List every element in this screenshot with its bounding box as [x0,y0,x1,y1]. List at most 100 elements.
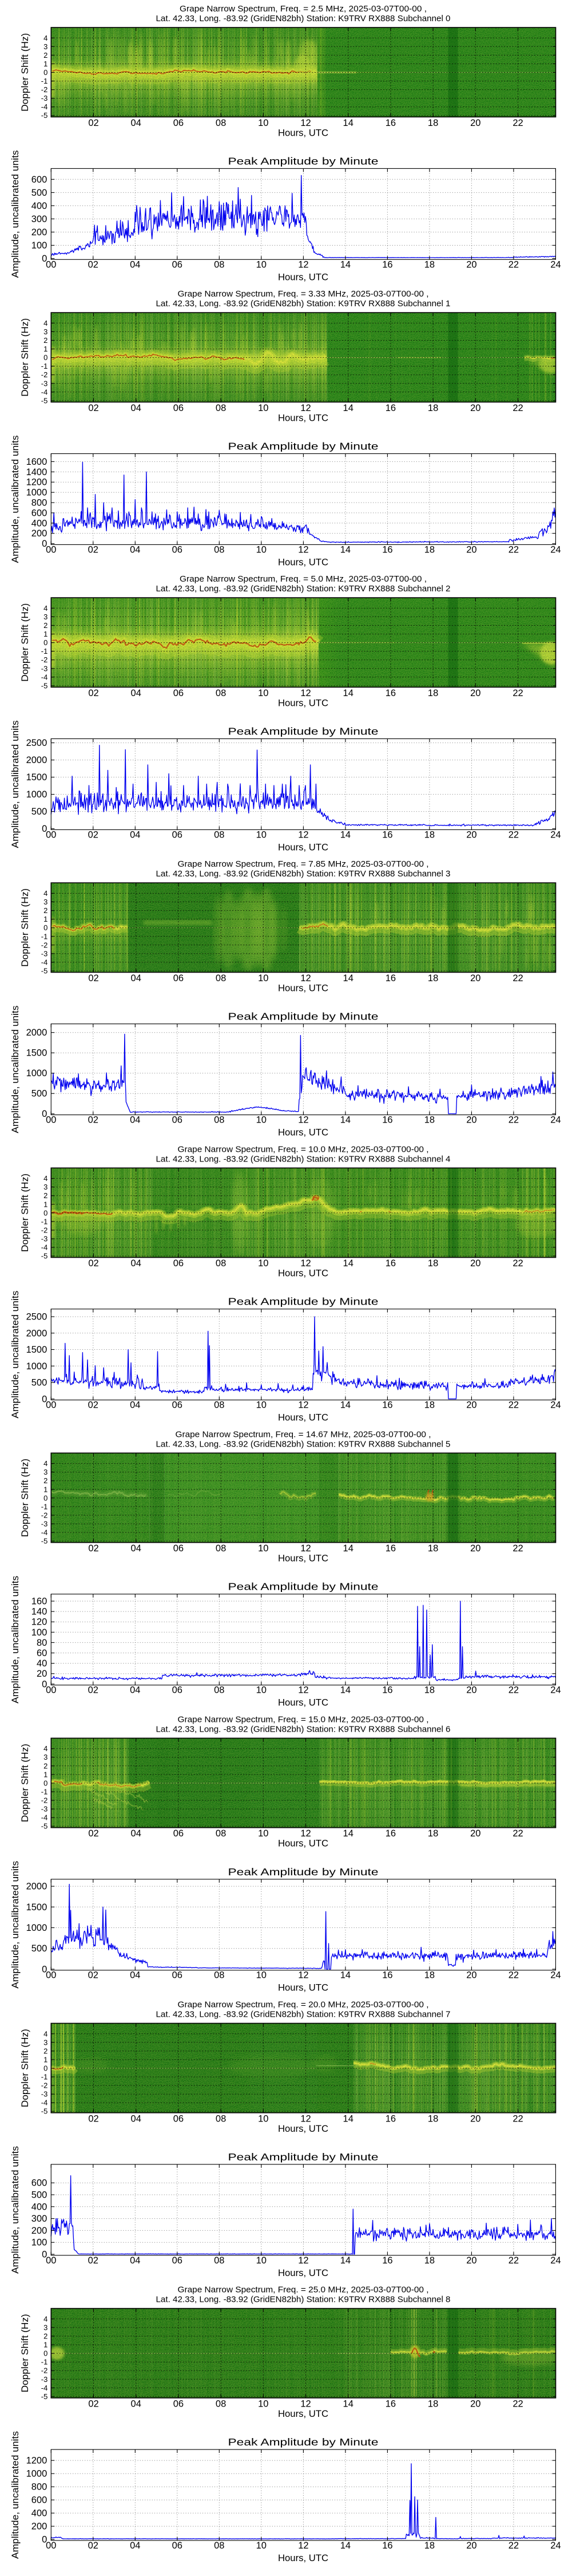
svg-text:1500: 1500 [26,1345,47,1355]
svg-text:16: 16 [382,2541,392,2551]
svg-text:Doppler Shift (Hz): Doppler Shift (Hz) [20,1744,30,1822]
svg-text:1: 1 [43,1200,47,1208]
svg-text:1200: 1200 [26,2456,47,2466]
svg-text:300: 300 [31,214,47,224]
svg-text:0: 0 [42,1679,47,1689]
svg-text:02: 02 [88,829,98,840]
svg-text:24: 24 [550,1685,561,1696]
svg-text:-2: -2 [41,941,48,949]
svg-text:18: 18 [428,1543,438,1554]
svg-text:16: 16 [386,1828,396,1839]
svg-text:Grape Narrow Spectrum, Freq. =: Grape Narrow Spectrum, Freq. = 25.0 MHz,… [178,2286,429,2295]
svg-text:1: 1 [43,1485,47,1494]
svg-text:14: 14 [343,973,353,983]
svg-text:12: 12 [298,544,308,555]
svg-text:Hours, UTC: Hours, UTC [278,2409,328,2419]
svg-text:08: 08 [214,1400,224,1411]
svg-text:22: 22 [509,259,519,270]
svg-text:10: 10 [258,973,268,983]
svg-text:3: 3 [43,1753,47,1761]
svg-text:12: 12 [298,1400,308,1411]
svg-text:600: 600 [31,175,47,185]
svg-text:12: 12 [300,973,311,983]
svg-text:Amplitude, uncalibrated units: Amplitude, uncalibrated units [10,721,21,848]
svg-text:10: 10 [256,1685,267,1696]
svg-text:24: 24 [550,544,561,555]
svg-text:08: 08 [216,2399,226,2409]
svg-text:-4: -4 [41,1243,48,1252]
svg-text:0: 0 [42,2535,47,2545]
svg-text:00: 00 [46,829,56,840]
svg-text:06: 06 [172,544,182,555]
svg-text:12: 12 [300,403,311,413]
svg-text:2000: 2000 [26,1028,47,1038]
svg-text:1000: 1000 [26,2469,47,2479]
svg-text:20: 20 [37,1669,47,1679]
svg-text:12: 12 [298,2541,308,2551]
svg-text:-5: -5 [41,681,48,690]
svg-text:600: 600 [31,2178,47,2188]
svg-text:06: 06 [172,2255,182,2266]
svg-text:500: 500 [31,188,47,198]
svg-text:00: 00 [46,1400,56,1411]
svg-text:0: 0 [43,1208,47,1217]
svg-text:24: 24 [550,1970,561,1981]
svg-text:4: 4 [43,604,47,613]
svg-text:08: 08 [214,259,224,270]
svg-text:-2: -2 [41,370,48,379]
svg-text:2000: 2000 [26,1882,47,1892]
svg-text:08: 08 [216,403,226,413]
svg-text:500: 500 [31,2190,47,2200]
svg-text:Amplitude, uncalibrated units: Amplitude, uncalibrated units [10,1861,21,1989]
svg-text:Amplitude, uncalibrated units: Amplitude, uncalibrated units [10,2431,21,2559]
svg-text:02: 02 [88,973,98,983]
svg-text:02: 02 [88,2399,98,2409]
svg-text:14: 14 [343,1543,353,1554]
svg-text:Lat. 42.33, Long. -83.92 (Gri: Lat. 42.33, Long. -83.92 (GridEN82bh) St… [156,1440,451,1449]
svg-text:02: 02 [88,2255,98,2266]
svg-text:14: 14 [340,2541,351,2551]
svg-text:0: 0 [42,1394,47,1404]
svg-text:Peak Amplitude by Minute: Peak Amplitude by Minute [228,726,379,737]
svg-text:2: 2 [43,2046,47,2055]
svg-text:60: 60 [37,1648,47,1658]
svg-text:20: 20 [466,1115,476,1125]
svg-text:-2: -2 [41,1511,48,1519]
svg-text:Hours, UTC: Hours, UTC [278,1698,328,1708]
svg-text:14: 14 [343,1828,353,1839]
svg-text:Grape Narrow Spectrum, Freq. =: Grape Narrow Spectrum, Freq. = 15.0 MHz,… [178,1715,429,1724]
svg-text:200: 200 [31,227,47,238]
svg-text:-1: -1 [41,1217,48,1226]
svg-text:Lat. 42.33, Long. -83.92 (Gri: Lat. 42.33, Long. -83.92 (GridEN82bh) St… [156,2296,451,2305]
svg-text:22: 22 [509,2541,519,2551]
svg-text:24: 24 [550,1115,561,1125]
svg-text:3: 3 [43,613,47,621]
svg-text:-1: -1 [41,1502,48,1511]
svg-text:Lat. 42.33, Long. -83.92 (Gri: Lat. 42.33, Long. -83.92 (GridEN82bh) St… [156,2010,451,2020]
svg-text:04: 04 [130,1115,140,1125]
svg-text:20: 20 [470,2113,480,2124]
svg-text:20: 20 [466,1400,476,1411]
svg-text:-5: -5 [41,1537,48,1546]
svg-text:-3: -3 [41,664,48,673]
svg-text:200: 200 [31,528,47,539]
svg-text:04: 04 [130,2255,140,2266]
svg-text:10: 10 [258,118,268,128]
svg-text:Hours, UTC: Hours, UTC [278,2124,328,2134]
svg-text:500: 500 [31,1378,47,1388]
svg-text:120: 120 [31,1617,47,1627]
svg-text:Peak Amplitude by Minute: Peak Amplitude by Minute [228,1581,379,1593]
svg-text:10: 10 [258,2113,268,2124]
svg-text:04: 04 [131,403,141,413]
svg-text:Grape Narrow Spectrum, Freq. =: Grape Narrow Spectrum, Freq. = 5.0 MHz, … [180,575,427,584]
svg-text:4: 4 [43,2314,47,2323]
svg-text:-5: -5 [41,1822,48,1831]
svg-text:06: 06 [173,2399,184,2409]
svg-text:20: 20 [470,403,480,413]
svg-text:0: 0 [43,923,47,932]
svg-text:16: 16 [386,2113,396,2124]
svg-text:12: 12 [300,1828,311,1839]
svg-text:1: 1 [43,630,47,638]
svg-text:02: 02 [88,259,98,270]
svg-text:20: 20 [470,2399,480,2409]
